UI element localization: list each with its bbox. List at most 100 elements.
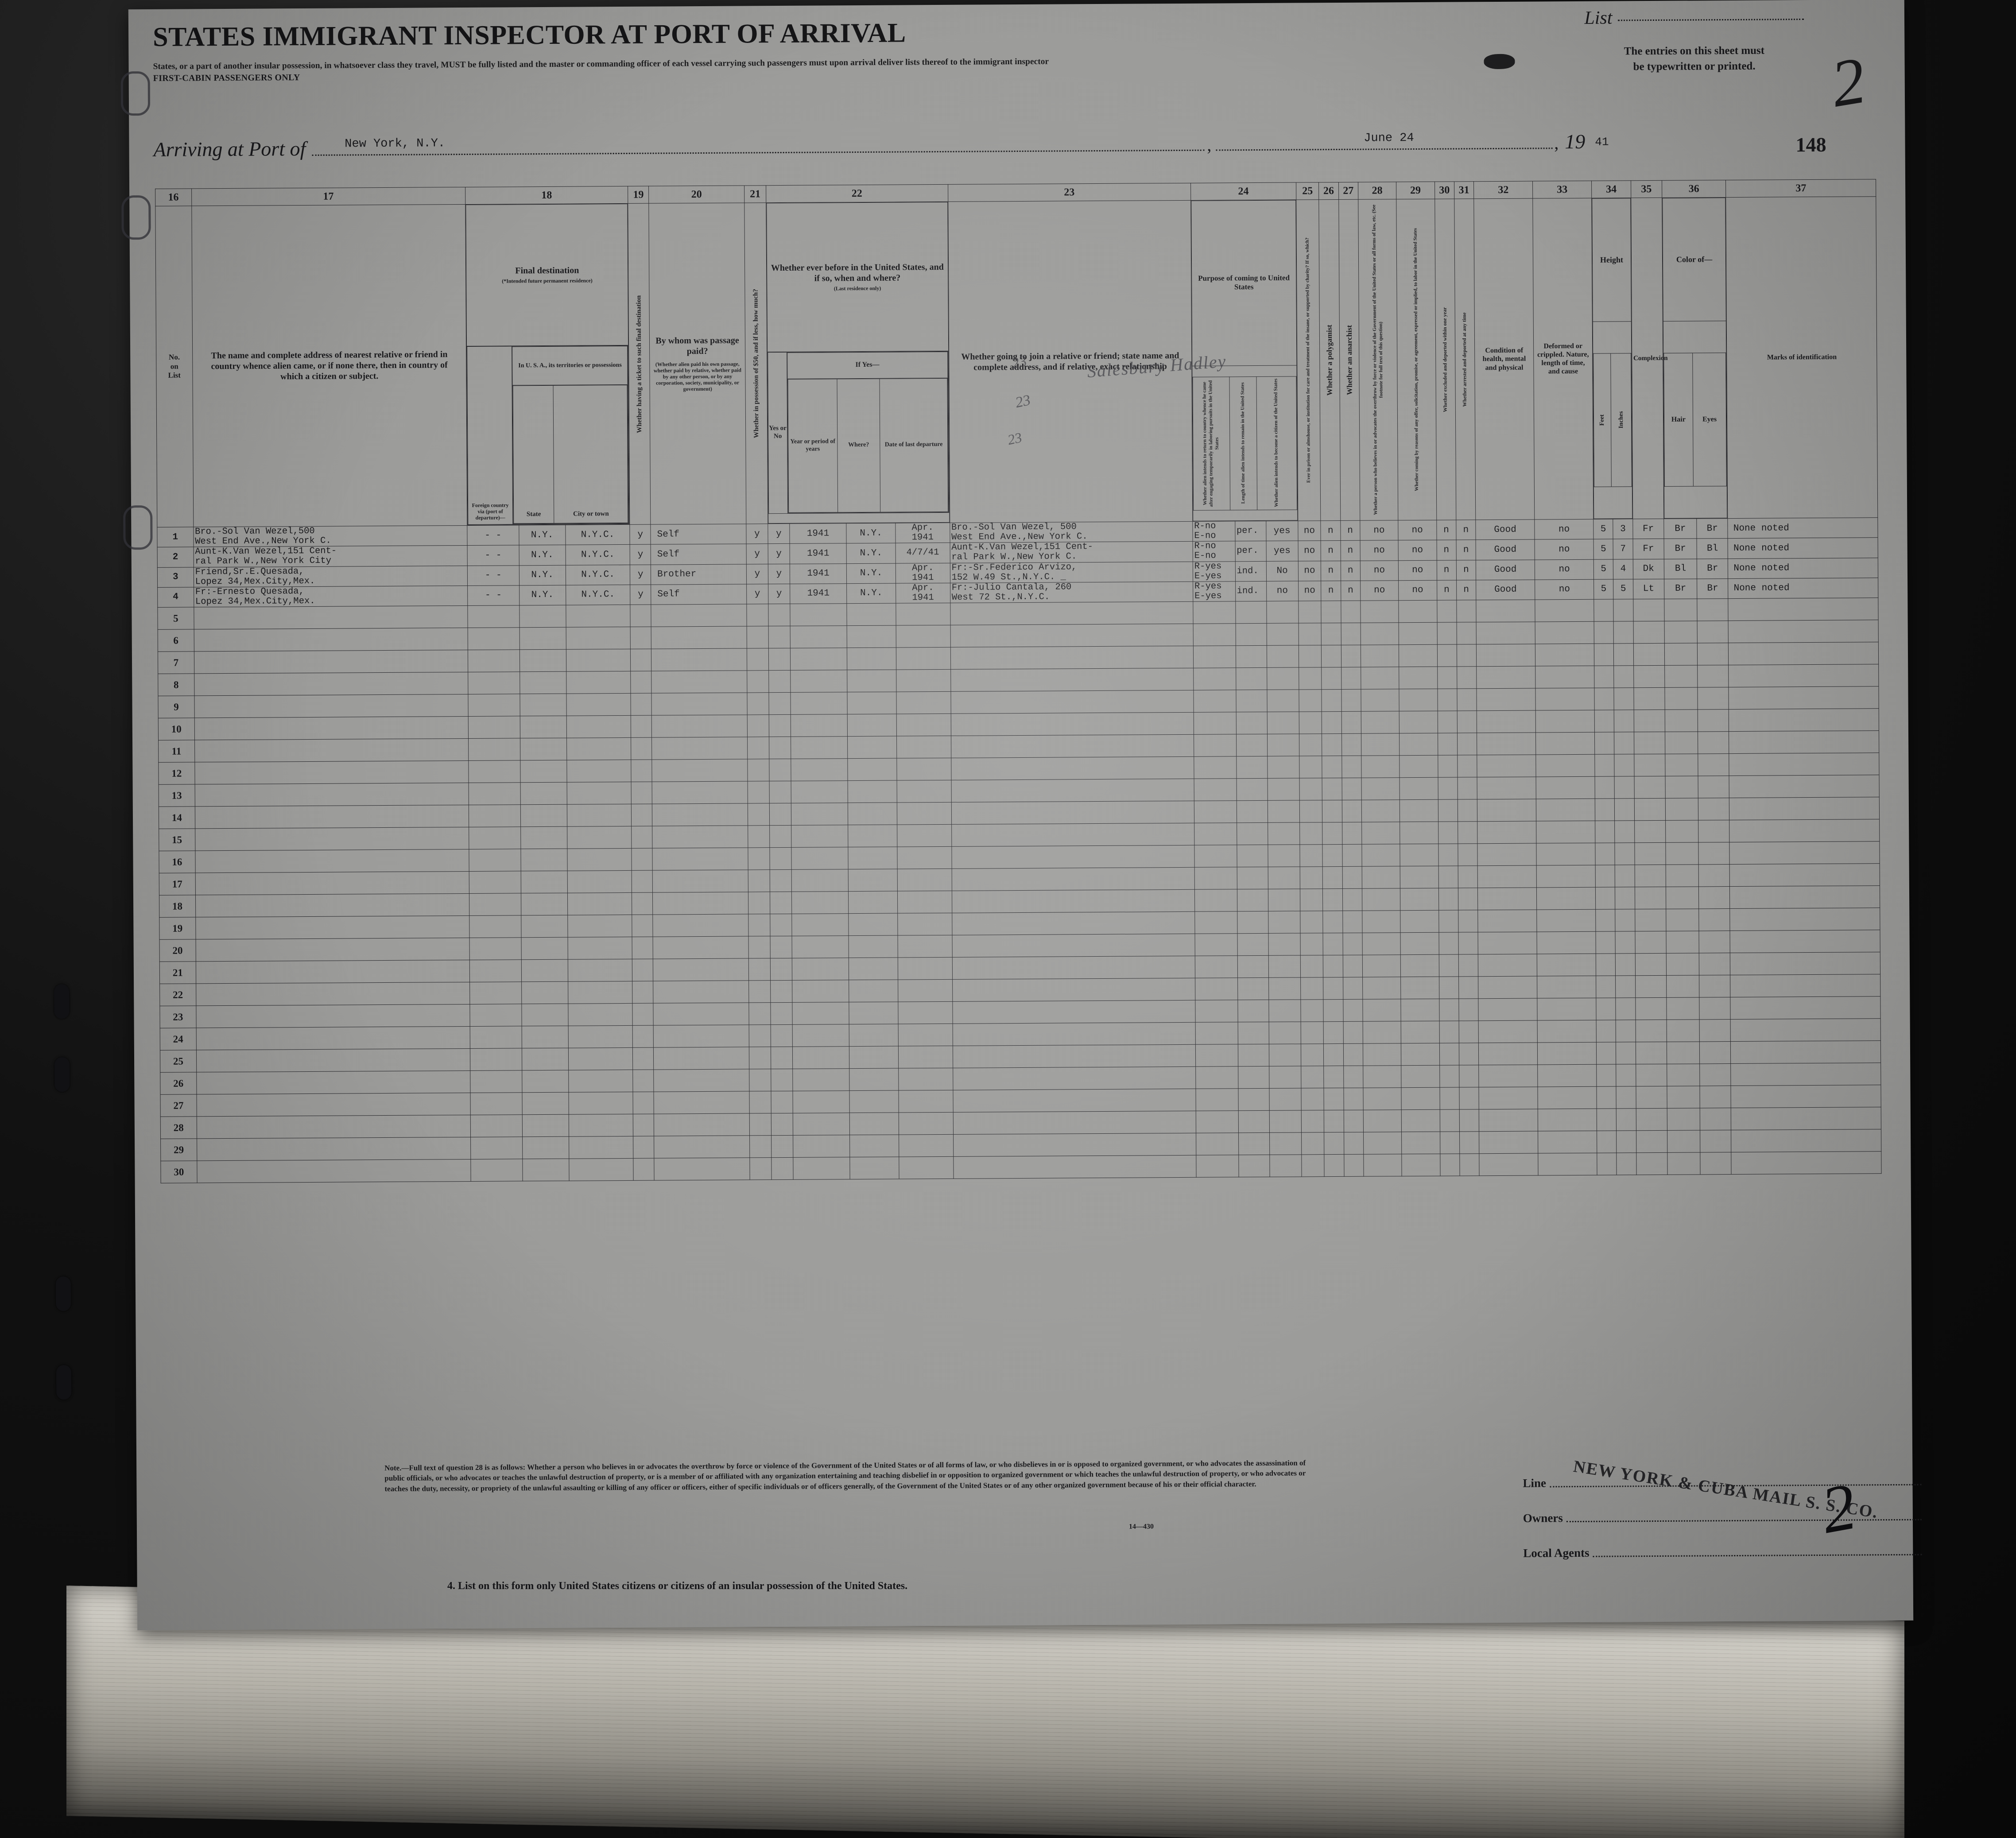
row-number: 6 bbox=[158, 629, 194, 652]
cell-blank bbox=[567, 937, 632, 960]
cell-blank bbox=[897, 802, 952, 825]
cell-blank bbox=[1613, 621, 1634, 644]
cell-blank bbox=[1324, 1132, 1344, 1155]
cell-blank bbox=[194, 783, 469, 807]
cell-blank bbox=[567, 959, 633, 982]
cell-blank bbox=[470, 1114, 523, 1137]
cell-blank bbox=[469, 804, 521, 827]
cell-blank bbox=[770, 869, 792, 892]
cell-blank bbox=[651, 626, 747, 649]
cell-blank bbox=[1699, 1019, 1731, 1042]
cell-blank bbox=[950, 690, 1194, 714]
cell-blank bbox=[1299, 667, 1322, 690]
cell-blank bbox=[1459, 1087, 1479, 1109]
cell-blank bbox=[1440, 1153, 1460, 1176]
cell-blank bbox=[1299, 800, 1322, 822]
cell-year: 1941 bbox=[789, 543, 847, 564]
cell-blank bbox=[1537, 1042, 1597, 1065]
cell-blank bbox=[896, 625, 950, 648]
cell-blank bbox=[748, 781, 770, 803]
cell-blank bbox=[768, 648, 791, 671]
binder-hole bbox=[55, 1276, 71, 1311]
header-marks-of-identification: Marks of identification bbox=[1726, 196, 1878, 519]
cell-blank bbox=[470, 1159, 523, 1182]
cell-hair: Br bbox=[1663, 518, 1697, 539]
cell-blank bbox=[1438, 910, 1458, 933]
cell-blank bbox=[566, 649, 631, 672]
cell-blank bbox=[793, 1113, 850, 1136]
cell-blank bbox=[790, 648, 847, 671]
cell-blank bbox=[1595, 776, 1615, 799]
cell-blank bbox=[1342, 822, 1362, 845]
cell-anarchist: n bbox=[1341, 580, 1361, 601]
cell-blank bbox=[1401, 1087, 1440, 1110]
row-number: 18 bbox=[159, 895, 196, 918]
cell-blank bbox=[1267, 800, 1300, 823]
cell-blank bbox=[1478, 931, 1537, 954]
cell-blank bbox=[521, 915, 568, 938]
cell-blank bbox=[898, 957, 953, 980]
cell-blank bbox=[1299, 645, 1322, 667]
cell-blank bbox=[1665, 820, 1699, 843]
cell-marks: None noted bbox=[1728, 517, 1878, 539]
cell-blank bbox=[899, 1112, 954, 1135]
cell-blank bbox=[522, 1114, 569, 1137]
cell-blank bbox=[566, 782, 632, 805]
cell-overthrow: no bbox=[1360, 560, 1399, 581]
cell-blank bbox=[1438, 954, 1459, 977]
cell-blank bbox=[1400, 954, 1439, 977]
cell-blank bbox=[196, 1070, 470, 1094]
cell-blank bbox=[1477, 688, 1536, 711]
cell-blank bbox=[1401, 1021, 1439, 1043]
cell-blank bbox=[1362, 888, 1400, 911]
cell-blank bbox=[1361, 755, 1400, 778]
cell-blank bbox=[791, 736, 848, 759]
cell-blank bbox=[1237, 1022, 1269, 1044]
cell-blank bbox=[1301, 1043, 1324, 1066]
list-label: List bbox=[1584, 8, 1613, 28]
cell-blank bbox=[1456, 600, 1477, 622]
cell-blank bbox=[632, 981, 653, 1004]
cell-blank bbox=[1236, 756, 1268, 779]
cell-blank bbox=[768, 604, 791, 626]
row-number: 11 bbox=[158, 740, 195, 763]
cell-blank bbox=[746, 604, 769, 626]
cell-blank bbox=[1729, 664, 1879, 687]
cell-blank bbox=[1298, 601, 1322, 623]
cell-blank bbox=[1479, 1086, 1538, 1109]
cell-excluded: n bbox=[1436, 520, 1456, 540]
cell-blank bbox=[793, 1135, 850, 1158]
cell-blank bbox=[1698, 798, 1729, 820]
cell-blank bbox=[1398, 600, 1437, 623]
cell-blank bbox=[632, 915, 653, 937]
cell-blank bbox=[195, 938, 470, 962]
cell-blank bbox=[792, 980, 849, 1003]
cell-blank bbox=[1633, 665, 1665, 688]
cell-fifty-dollars: y bbox=[746, 584, 768, 604]
row-number: 13 bbox=[159, 784, 195, 807]
cell-blank bbox=[1666, 1019, 1700, 1042]
row-number: 30 bbox=[160, 1160, 197, 1183]
cell-blank bbox=[1301, 1110, 1324, 1132]
cell-blank bbox=[651, 648, 747, 671]
cell-blank bbox=[771, 1113, 793, 1136]
header-height: Height Feet Inches bbox=[1591, 198, 1633, 520]
cell-blank bbox=[1195, 1088, 1238, 1111]
header-possession-of-50: Whether in possession of $50, and if les… bbox=[744, 202, 768, 524]
cell-blank bbox=[1343, 1110, 1364, 1132]
row-number: 5 bbox=[157, 607, 194, 630]
cell-blank bbox=[1342, 911, 1362, 933]
cell-blank bbox=[1538, 1131, 1597, 1153]
header-feet: Feet bbox=[1593, 353, 1612, 487]
cell-blank bbox=[897, 891, 952, 914]
cell-blank bbox=[849, 1113, 899, 1135]
cell-blank bbox=[849, 1068, 899, 1091]
cell-blank bbox=[1235, 623, 1267, 646]
cell-blank bbox=[1236, 667, 1267, 690]
cell-blank bbox=[1665, 776, 1698, 799]
binder-hole bbox=[54, 1057, 70, 1092]
cell-blank bbox=[1269, 1154, 1302, 1177]
cell-blank bbox=[1730, 996, 1881, 1020]
cell-city: N.Y.C. bbox=[565, 564, 631, 585]
cell-blank bbox=[520, 826, 567, 849]
